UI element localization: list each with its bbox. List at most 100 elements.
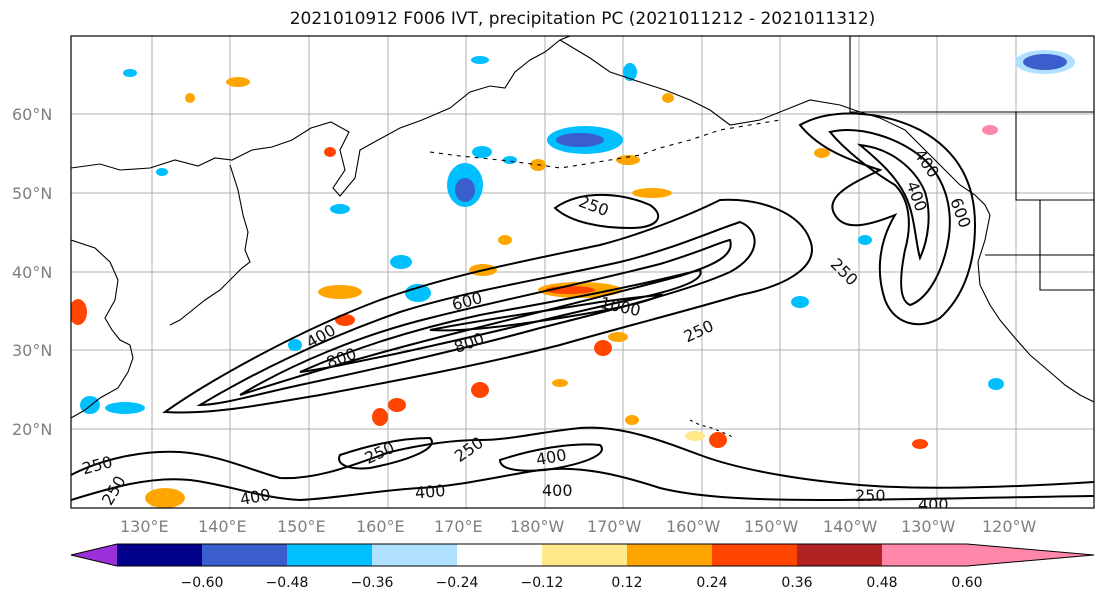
precip-patch-negative: [330, 204, 350, 214]
precip-patch-positive: [498, 235, 512, 245]
precip-patch-positive: [372, 408, 388, 426]
colorbar-tick-label: −0.12: [521, 575, 564, 591]
latitude-labels: 60°N 50°N 40°N 30°N 20°N: [12, 105, 52, 439]
precip-patch-positive: [318, 285, 362, 299]
ivt-contour-400: [196, 220, 756, 407]
precip-patch-negative: [472, 146, 492, 158]
contour-label: 400: [239, 485, 272, 509]
lat-label: 50°N: [12, 184, 52, 203]
precip-patch-negative: [123, 69, 137, 77]
precip-patch-positive: [388, 398, 406, 412]
lon-label: 130°W: [901, 517, 956, 536]
precip-patch-negative: [156, 168, 168, 176]
colorbar-tick-label: 0.48: [866, 575, 897, 591]
precip-patch-negative: [556, 133, 604, 147]
precip-patch-negative: [455, 178, 475, 202]
colorbar: −0.60 −0.48 −0.36 −0.24 −0.12 0.12 0.24 …: [70, 543, 1095, 591]
lon-label: 140°W: [823, 517, 878, 536]
ivt-contour-250: [798, 112, 977, 326]
ivt-contour-1000: [429, 293, 664, 332]
precip-patch-negative: [105, 402, 145, 414]
contour-label: 400: [918, 495, 949, 514]
lat-label: 60°N: [12, 105, 52, 124]
precip-patch-positive: [912, 439, 928, 449]
contour-label: 400: [414, 481, 446, 503]
precip-patch-positive: [662, 93, 674, 103]
colorbar-tick-label: 0.36: [781, 575, 812, 591]
precip-patch-positive: [814, 148, 830, 158]
map-area: 250 400 600 800 1000 800 250 250 400 600…: [71, 36, 1094, 514]
contour-label: 400: [542, 481, 573, 500]
precip-patch-negative: [988, 378, 1004, 390]
ivt-contour-400: [498, 443, 603, 472]
precip-patch-positive: [982, 125, 998, 135]
precip-patch-negative: [858, 235, 872, 245]
colorbar-segment: [372, 544, 457, 566]
lon-label: 150°E: [277, 517, 326, 536]
precip-patch-positive: [632, 188, 672, 198]
ivt-contour-250: [162, 198, 813, 414]
precip-patch-positive: [709, 432, 727, 448]
colorbar-segment: [117, 544, 202, 566]
precip-patch-negative: [791, 296, 809, 308]
gridlines: [71, 36, 1094, 508]
lon-label: 130°E: [120, 517, 169, 536]
coastlines: [71, 36, 1094, 439]
ivt-contour-600: [856, 143, 930, 261]
colorbar-tick-label: 0.12: [611, 575, 642, 591]
precip-patch-positive: [685, 431, 705, 441]
colorbar-tick-label: 0.24: [696, 575, 727, 591]
colorbar-segment: [202, 544, 287, 566]
precip-patch-positive: [226, 77, 250, 87]
colorbar-extend-low: [71, 544, 117, 566]
colorbar-segment: [797, 544, 882, 566]
colorbar-tick-label: −0.36: [351, 575, 394, 591]
colorbar-tick-label: −0.48: [266, 575, 309, 591]
precip-patch-positive: [608, 332, 628, 342]
ivt-contour-800: [299, 268, 702, 373]
lon-label: 150°W: [744, 517, 799, 536]
colorbar-segment: [627, 544, 712, 566]
precip-patch-positive: [185, 93, 195, 103]
precip-patch-positive: [625, 415, 639, 425]
contour-label: 250: [855, 486, 886, 505]
precip-patch-negative: [390, 255, 412, 269]
precip-patch-positive: [324, 147, 336, 157]
ivt-contour-250: [338, 436, 433, 470]
lon-label: 160°W: [666, 517, 721, 536]
precip-patches: [71, 50, 1075, 508]
precip-patch-positive: [616, 155, 640, 165]
colorbar-segment: [287, 544, 372, 566]
precip-patch-positive: [335, 314, 355, 326]
lon-label: 180°W: [510, 517, 565, 536]
lat-label: 20°N: [12, 420, 52, 439]
precip-patch-negative: [1023, 54, 1067, 70]
ivt-contour-250: [553, 193, 660, 230]
longitude-labels: 130°E 140°E 150°E 160°E 170°E 180°W 170°…: [120, 517, 1037, 536]
page-title: 2021010912 F006 IVT, precipitation PC (2…: [289, 9, 876, 29]
colorbar-tick-label: 0.60: [951, 575, 982, 591]
colorbar-segment: [712, 544, 797, 566]
precip-patch-negative: [503, 156, 517, 164]
lon-label: 160°E: [356, 517, 405, 536]
lon-label: 140°E: [198, 517, 247, 536]
colorbar-tick-label: −0.60: [181, 575, 224, 591]
ivt-contour-600: [239, 238, 732, 396]
precip-patch-negative: [471, 56, 489, 64]
precip-patch-positive: [552, 379, 568, 387]
lon-label: 170°E: [434, 517, 483, 536]
map-frame: [70, 35, 1095, 509]
precip-patch-positive: [594, 340, 612, 356]
colorbar-extend-high: [967, 544, 1094, 566]
colorbar-segment: [542, 544, 627, 566]
ivt-contour-400: [828, 129, 951, 307]
ivt-contours: [71, 112, 1094, 502]
colorbar-tick-label: −0.24: [436, 575, 479, 591]
lon-label: 120°W: [982, 517, 1037, 536]
lat-label: 40°N: [12, 263, 52, 282]
ivt-contour-400: [71, 467, 1094, 502]
precip-patch-positive: [71, 299, 87, 325]
precip-patch-negative: [288, 339, 302, 351]
precip-patch-positive: [145, 488, 185, 508]
